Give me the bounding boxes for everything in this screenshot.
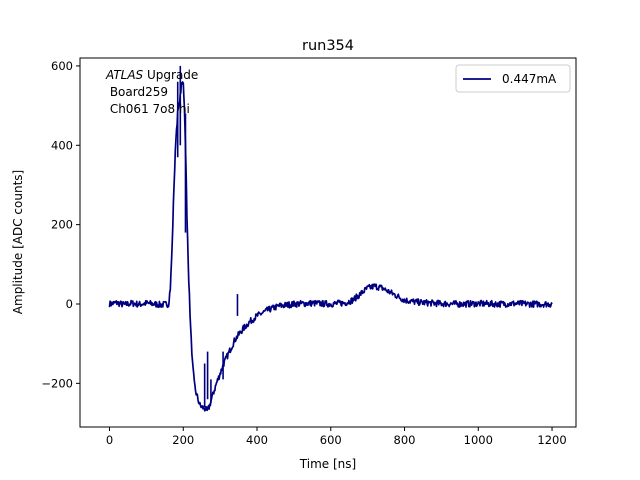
x-tick-label: 200 (172, 433, 194, 447)
y-tick-label: 200 (51, 218, 73, 232)
annotation-line-1: ATLAS Upgrade (105, 68, 198, 82)
y-tick-label: 0 (66, 297, 73, 311)
legend-box (455, 64, 571, 93)
x-tick-label: 600 (320, 433, 342, 447)
x-tick-label: 1000 (464, 433, 493, 447)
y-tick-label: 600 (51, 59, 73, 73)
annotation-upgrade: Upgrade (143, 68, 198, 82)
y-axis-label: Amplitude [ADC counts] (11, 170, 25, 314)
x-axis-label: Time [ns] (299, 457, 356, 471)
legend: 0.447mA (455, 64, 571, 93)
y-tick-label: −200 (41, 376, 73, 390)
annotation-line-3: Ch061 7o8 hi (106, 102, 190, 116)
legend-label-0447ma: 0.447mA (502, 72, 557, 86)
series-line-0447ma (108, 81, 553, 412)
annotation-atlas: ATLAS (105, 68, 144, 82)
x-tick-label: 800 (394, 433, 416, 447)
signal-spikes (176, 65, 239, 408)
y-axis: −200 0 200 400 600 (41, 59, 80, 390)
x-tick-label: 1200 (537, 433, 566, 447)
annotation-line-2: Board259 (106, 85, 168, 99)
x-tick-label: 400 (246, 433, 268, 447)
x-axis: 0 200 400 600 800 1000 1200 (106, 427, 567, 447)
annotation-block: ATLAS Upgrade Board259 Ch061 7o8 hi (105, 68, 198, 116)
y-tick-label: 400 (51, 138, 73, 152)
chart-title: run354 (302, 38, 354, 54)
plot-frame (79, 57, 577, 428)
x-tick-label: 0 (106, 433, 113, 447)
